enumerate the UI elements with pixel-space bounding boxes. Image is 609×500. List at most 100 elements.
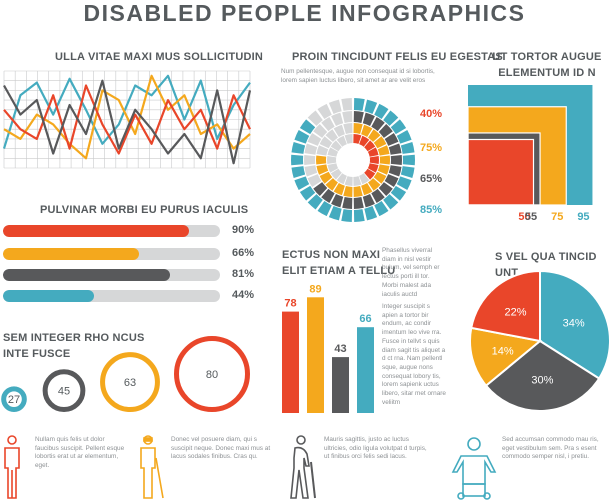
- person-text-4: Sed accumsan commodo mau ris, eget vesti…: [502, 436, 599, 461]
- ring-1-segment: [307, 110, 323, 126]
- column-chart-title-line-1: ECTUS NON MAXI: [282, 249, 381, 261]
- pie-chart-slices: 34% 30% 14% 22%: [469, 269, 609, 412]
- pie-chart: 34% 30% 14% 22%: [469, 269, 609, 412]
- ring-2-segment: [362, 193, 375, 208]
- hbar-fill: [3, 269, 170, 281]
- pie-slice: [484, 339, 601, 412]
- hbar-track: [3, 269, 220, 281]
- ring-1-segment: [299, 185, 316, 201]
- ring-chart-description: Num pellentesque, augue non consequat id…: [281, 68, 435, 84]
- bubble-chart-circles: 27 45 63 80: [1, 336, 250, 413]
- ring-4-segment: [367, 163, 379, 173]
- ring-2-segment: [353, 111, 364, 123]
- ring-1-segment: [328, 99, 342, 114]
- ring-3-segment: [333, 182, 345, 196]
- ring-1-segment: [291, 154, 304, 166]
- ring-1-segment: [307, 194, 323, 210]
- ring-3-segment: [315, 155, 327, 165]
- ring-3-segment: [368, 129, 381, 142]
- column-text-1: Phasellus viverral diam in nisl vestir b…: [382, 247, 440, 298]
- ring-1-segment: [294, 130, 310, 144]
- ring-2-segment: [304, 143, 318, 155]
- ring-1-segment: [364, 206, 378, 221]
- column-bar: [282, 311, 299, 413]
- ring-4-segment: [353, 176, 362, 186]
- column-label: 89: [309, 283, 321, 295]
- ring-4-segment: [327, 163, 339, 173]
- line-chart-title: ULLA VITAE MAXI MUS SOLLICITUDIN: [55, 51, 264, 63]
- ring-2-segment: [378, 182, 393, 197]
- ring-1-segment: [396, 130, 412, 144]
- ring-2-segment: [390, 155, 403, 165]
- hbar-chart-title: PULVINAR MORBI EU PURUS IACULIS: [40, 204, 249, 216]
- hbar-track: [3, 290, 220, 302]
- ring-4-segment: [330, 140, 342, 152]
- ring-1-segment: [341, 209, 353, 222]
- ring-2-segment: [342, 111, 353, 123]
- bubble-label: 80: [206, 369, 218, 381]
- ring-1-segment: [400, 166, 415, 179]
- ring-chart-rings: [291, 98, 415, 222]
- ring-2-segment: [321, 117, 335, 132]
- bubble-chart-title-line-2: INTE FUSCE: [3, 348, 71, 360]
- page-title: DISABLED PEOPLE INFOGRAPHICS: [83, 0, 526, 26]
- ring-1-segment: [294, 176, 310, 190]
- ring-1-segment: [291, 166, 306, 179]
- bubble: [100, 352, 160, 412]
- bubble: [1, 386, 27, 413]
- ring-3-segment: [373, 136, 387, 149]
- ring-2-segment: [331, 112, 344, 127]
- person-text-1: Nullam quis felis ut dolor faucibus susc…: [35, 436, 125, 470]
- ring-1-segment: [390, 185, 407, 201]
- square-chart-title-line-2: ELEMENTUM ID N: [498, 67, 596, 79]
- ring-3-segment: [379, 155, 391, 165]
- ring-chart: [291, 98, 415, 222]
- square-border: [467, 138, 535, 206]
- column-label: 43: [334, 343, 346, 355]
- square-label: 75: [551, 211, 563, 223]
- people-row: Nullam quis felis ut dolor faucibus susc…: [0, 430, 609, 500]
- ring-2-segment: [303, 155, 316, 165]
- ring-1-segment: [390, 119, 407, 135]
- ring-4-segment: [336, 135, 347, 147]
- ring-2-segment: [307, 174, 322, 188]
- ring-2-segment: [321, 188, 335, 203]
- line-series-3: [3, 84, 251, 155]
- pie-label: 30%: [531, 374, 553, 386]
- ring-1-segment: [396, 176, 412, 190]
- ring-2-segment: [313, 123, 328, 138]
- bubble: [174, 336, 250, 412]
- column-label: 66: [359, 313, 371, 325]
- column-bar: [357, 327, 374, 413]
- line-chart: [2, 70, 252, 169]
- ring-3-segment: [377, 145, 390, 156]
- ring-label: 65%: [420, 173, 443, 185]
- column-chart: 78 89 43 66: [282, 283, 374, 413]
- square-label: 95: [577, 211, 589, 223]
- ring-1-segment: [291, 141, 306, 154]
- column-chart-title: ECTUS NON MAXI ELIT ETIAM A TELLU: [282, 247, 395, 279]
- square-chart-title-line-1: UT TORTOR AUGUE: [492, 51, 602, 63]
- bubble-label: 63: [124, 377, 136, 389]
- line-series-4: [3, 79, 252, 165]
- ring-1-segment: [364, 99, 378, 114]
- column-chart-bars: 78 89 43 66: [282, 283, 374, 413]
- ring-3-segment: [333, 124, 345, 138]
- ring-2-segment: [304, 165, 318, 177]
- ring-1-segment: [402, 154, 415, 166]
- ring-3-segment: [361, 182, 373, 196]
- elderly-person-icon: [290, 435, 316, 499]
- ring-2-segment: [307, 132, 322, 146]
- square-chart-title: UT TORTOR AUGUE ELEMENTUM ID N: [492, 49, 602, 81]
- ring-4-segment: [364, 140, 376, 152]
- standing-person-icon: [4, 435, 20, 499]
- ring-2-segment: [384, 174, 399, 188]
- ring-1-segment: [374, 103, 389, 119]
- hbar-label: 44%: [232, 289, 255, 301]
- ring-2-segment: [371, 117, 385, 132]
- ring-1-segment: [317, 103, 332, 119]
- hbar-label: 66%: [232, 247, 255, 259]
- ring-4-segment: [326, 155, 337, 165]
